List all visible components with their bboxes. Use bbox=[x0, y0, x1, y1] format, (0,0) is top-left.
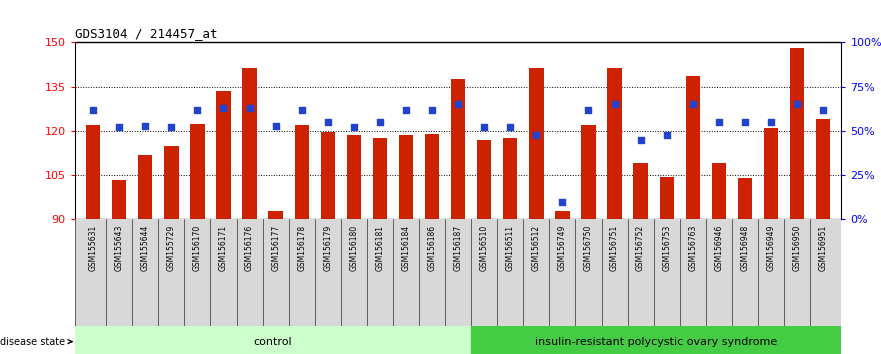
Bar bbox=[138, 155, 152, 219]
Point bbox=[555, 199, 569, 205]
Bar bbox=[581, 125, 596, 219]
Point bbox=[633, 137, 648, 143]
Point bbox=[790, 102, 804, 107]
Text: GSM156763: GSM156763 bbox=[688, 225, 697, 271]
Point bbox=[164, 125, 178, 130]
Point bbox=[86, 107, 100, 113]
Text: GSM156951: GSM156951 bbox=[818, 225, 827, 271]
Bar bbox=[425, 134, 440, 219]
Text: GSM156180: GSM156180 bbox=[350, 225, 359, 271]
Bar bbox=[764, 128, 778, 219]
Point bbox=[399, 107, 413, 113]
Point bbox=[608, 102, 622, 107]
Point bbox=[347, 125, 361, 130]
Bar bbox=[633, 164, 648, 219]
Point bbox=[242, 105, 256, 111]
Text: GSM156187: GSM156187 bbox=[454, 225, 463, 271]
Bar bbox=[712, 164, 726, 219]
Point bbox=[269, 123, 283, 129]
Bar bbox=[86, 125, 100, 219]
Point bbox=[112, 125, 126, 130]
Bar bbox=[242, 68, 256, 219]
Bar bbox=[737, 178, 752, 219]
Point bbox=[425, 107, 439, 113]
Point bbox=[138, 123, 152, 129]
Text: GSM156749: GSM156749 bbox=[558, 225, 566, 271]
Text: GSM156512: GSM156512 bbox=[532, 225, 541, 271]
Text: insulin-resistant polycystic ovary syndrome: insulin-resistant polycystic ovary syndr… bbox=[535, 337, 777, 347]
Point bbox=[581, 107, 596, 113]
Point bbox=[529, 132, 544, 137]
Point bbox=[217, 105, 231, 111]
Text: GSM156751: GSM156751 bbox=[610, 225, 619, 271]
Bar bbox=[217, 91, 231, 219]
Text: GSM156181: GSM156181 bbox=[375, 225, 384, 271]
Point bbox=[816, 107, 830, 113]
Text: GSM156186: GSM156186 bbox=[427, 225, 437, 271]
Text: GSM156178: GSM156178 bbox=[297, 225, 307, 271]
Text: GSM156177: GSM156177 bbox=[271, 225, 280, 271]
Point bbox=[738, 119, 752, 125]
Text: GSM156950: GSM156950 bbox=[793, 225, 802, 271]
Text: GDS3104 / 214457_at: GDS3104 / 214457_at bbox=[75, 27, 218, 40]
Bar bbox=[790, 48, 804, 219]
Bar bbox=[660, 177, 674, 219]
Bar bbox=[529, 68, 544, 219]
Text: GSM155644: GSM155644 bbox=[141, 225, 150, 271]
Point bbox=[660, 132, 674, 137]
Text: disease state: disease state bbox=[0, 337, 72, 347]
Text: GSM156179: GSM156179 bbox=[323, 225, 332, 271]
Bar bbox=[451, 79, 465, 219]
Text: GSM156946: GSM156946 bbox=[714, 225, 723, 271]
Bar bbox=[346, 136, 361, 219]
Bar bbox=[477, 140, 492, 219]
Text: GSM156176: GSM156176 bbox=[245, 225, 254, 271]
Text: GSM155729: GSM155729 bbox=[167, 225, 176, 271]
Point bbox=[478, 125, 492, 130]
Text: GSM156752: GSM156752 bbox=[636, 225, 645, 271]
Text: GSM155631: GSM155631 bbox=[89, 225, 98, 271]
Text: GSM156949: GSM156949 bbox=[766, 225, 775, 271]
Text: control: control bbox=[254, 337, 292, 347]
Point bbox=[373, 119, 387, 125]
Point bbox=[712, 119, 726, 125]
Point bbox=[764, 119, 778, 125]
Point bbox=[685, 102, 700, 107]
Bar bbox=[164, 146, 179, 219]
Text: GSM156753: GSM156753 bbox=[663, 225, 671, 271]
Bar bbox=[269, 211, 283, 219]
Text: GSM156510: GSM156510 bbox=[479, 225, 489, 271]
Bar bbox=[112, 180, 126, 219]
Text: GSM156171: GSM156171 bbox=[219, 225, 228, 271]
Point bbox=[294, 107, 308, 113]
Bar bbox=[685, 76, 700, 219]
Bar bbox=[190, 124, 204, 219]
Point bbox=[451, 102, 465, 107]
Bar bbox=[75, 326, 471, 354]
Bar bbox=[321, 132, 335, 219]
Text: GSM156170: GSM156170 bbox=[193, 225, 202, 271]
Bar bbox=[373, 138, 387, 219]
Bar bbox=[816, 119, 830, 219]
Point bbox=[321, 119, 335, 125]
Bar bbox=[399, 136, 413, 219]
Bar bbox=[607, 68, 622, 219]
Bar bbox=[555, 211, 570, 219]
Bar bbox=[294, 125, 309, 219]
Point bbox=[503, 125, 517, 130]
Bar bbox=[503, 138, 517, 219]
Text: GSM156948: GSM156948 bbox=[740, 225, 750, 271]
Point bbox=[190, 107, 204, 113]
Text: GSM156511: GSM156511 bbox=[506, 225, 515, 271]
Text: GSM156750: GSM156750 bbox=[584, 225, 593, 271]
Text: GSM156184: GSM156184 bbox=[402, 225, 411, 271]
Text: GSM155643: GSM155643 bbox=[115, 225, 123, 271]
Bar bbox=[471, 326, 841, 354]
